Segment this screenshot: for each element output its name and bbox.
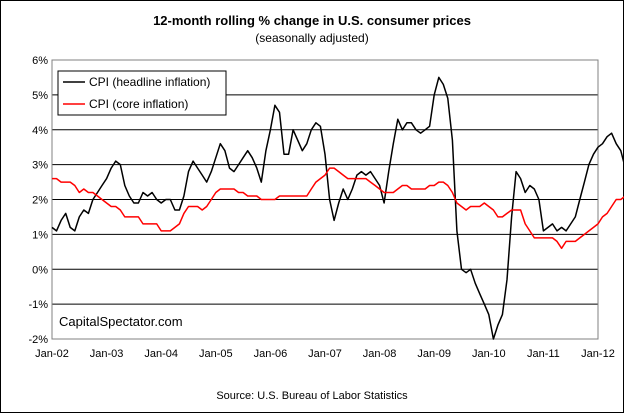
chart-title: 12-month rolling % change in U.S. consum… <box>153 13 471 28</box>
x-tick-label: Jan-10 <box>472 348 506 360</box>
legend-label-core: CPI (core inflation) <box>89 97 188 111</box>
x-tick-label: Jan-12 <box>581 348 615 360</box>
y-axis-tick-labels: -2% -1% 0% 1% 2% 3% 4% 5% 6% <box>28 55 48 346</box>
x-tick-label: Jan-05 <box>199 348 233 360</box>
x-tick-label: Jan-11 <box>527 348 560 360</box>
chart-subtitle: (seasonally adjusted) <box>255 31 369 45</box>
legend-label-headline: CPI (headline inflation) <box>89 75 210 89</box>
legend: CPI (headline inflation) CPI (core infla… <box>57 70 227 116</box>
y-tick-label: 2% <box>32 195 48 207</box>
x-tick-label: Jan-03 <box>90 348 124 360</box>
x-axis-tick-labels: Jan-02 Jan-03 Jan-04 Jan-05 Jan-06 Jan-07 Jan-… <box>35 348 615 360</box>
series-line-core <box>52 167 624 250</box>
chart-source: Source: U.S. Bureau of Labor Statistics <box>216 390 408 402</box>
y-tick-label: -1% <box>28 299 48 311</box>
y-tick-label: 6% <box>32 55 48 67</box>
data-series <box>51 76 624 340</box>
y-tick-label: -2% <box>28 334 48 346</box>
gridlines <box>52 94 598 305</box>
x-tick-label: Jan-02 <box>35 348 69 360</box>
y-tick-label: 4% <box>32 125 48 137</box>
y-tick-label: 1% <box>32 229 48 241</box>
watermark-text: CapitalSpectator.com <box>59 314 183 329</box>
x-tick-label: Jan-06 <box>254 348 288 360</box>
x-tick-label: Jan-04 <box>144 348 178 360</box>
x-tick-label: Jan-09 <box>417 348 451 360</box>
y-tick-label: 0% <box>32 264 48 276</box>
x-tick-label: Jan-08 <box>363 348 397 360</box>
y-tick-label: 5% <box>32 90 48 102</box>
x-tick-label: Jan-07 <box>308 348 342 360</box>
plot-area-border <box>51 59 599 340</box>
legend-box <box>57 70 227 116</box>
series-line-headline <box>51 76 624 340</box>
y-tick-label: 3% <box>32 160 48 172</box>
